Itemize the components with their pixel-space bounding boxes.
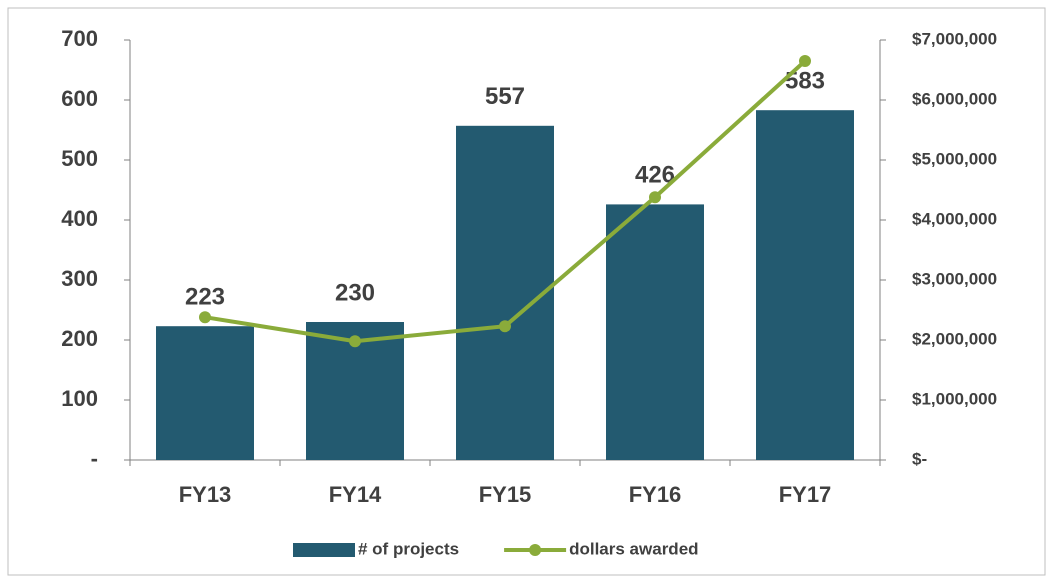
y-tick-label: 300 [61,266,98,291]
bar [606,204,704,460]
y2-tick-label: $- [912,449,927,468]
x-tick-label: FY16 [629,482,682,507]
y-tick-label: 500 [61,146,98,171]
x-tick-label: FY13 [179,482,232,507]
y-tick-label: 600 [61,86,98,111]
y2-tick-label: $7,000,000 [912,29,997,48]
y-tick-label: 400 [61,206,98,231]
line-point [499,320,511,333]
y2-tick-label: $5,000,000 [912,149,997,168]
y2-tick-label: $6,000,000 [912,89,997,108]
line-point [799,55,811,67]
legend-swatch [293,543,355,557]
y2-tick-label: $4,000,000 [912,209,997,228]
y-tick-label: 200 [61,326,98,351]
y-tick-label: - [91,446,98,471]
bar [756,110,854,460]
line-point [199,311,211,324]
data-label: 230 [335,279,375,306]
line-point [649,191,661,204]
bar [456,125,554,461]
y2-tick-label: $2,000,000 [912,329,997,348]
y2-tick-label: $3,000,000 [912,269,997,288]
bar [156,326,254,460]
y-tick-label: 100 [61,386,98,411]
x-tick-label: FY14 [329,482,382,507]
legend-label: dollars awarded [569,539,698,558]
y2-tick-label: $1,000,000 [912,389,997,408]
x-tick-label: FY15 [479,482,532,507]
line-point [349,335,361,348]
data-label: 557 [485,83,525,110]
y-tick-label: 700 [61,26,98,51]
x-tick-label: FY17 [779,482,832,507]
legend-swatch [529,544,542,556]
data-label: 223 [185,284,225,311]
legend-label: # of projects [358,539,459,558]
